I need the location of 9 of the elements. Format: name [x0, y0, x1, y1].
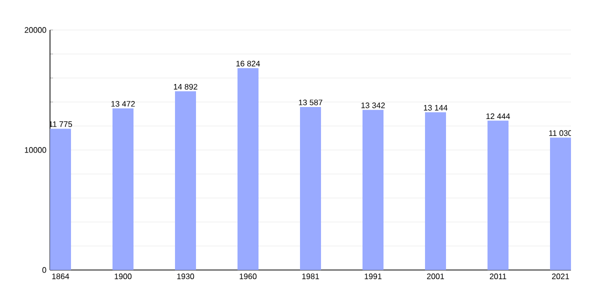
bar	[300, 106, 322, 270]
bar	[112, 108, 134, 270]
bar	[550, 138, 572, 270]
bar	[238, 68, 259, 270]
bar	[488, 120, 509, 270]
bar	[362, 110, 384, 270]
bar	[50, 128, 72, 270]
bar	[425, 112, 446, 270]
bar	[175, 91, 196, 270]
